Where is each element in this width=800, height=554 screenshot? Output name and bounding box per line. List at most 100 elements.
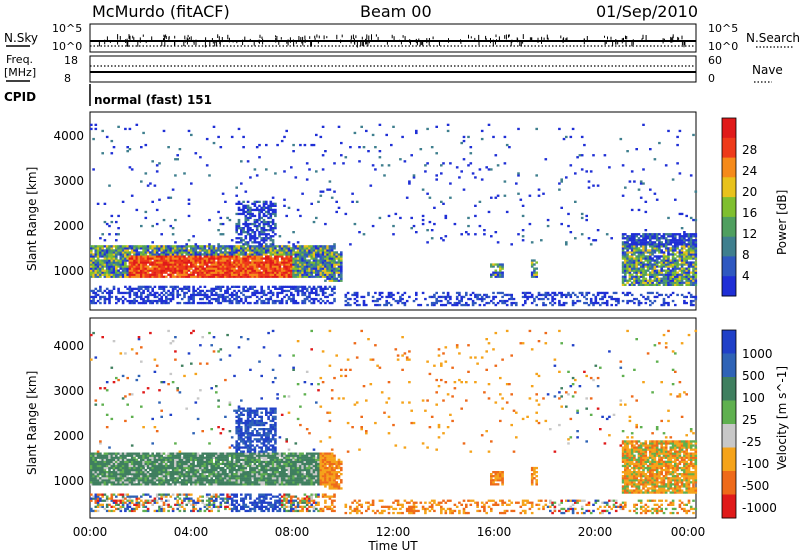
heatmap-cell bbox=[99, 473, 102, 476]
heatmap-cell bbox=[326, 251, 329, 254]
heatmap-cell bbox=[485, 301, 488, 305]
heatmap-cell bbox=[253, 265, 257, 268]
heatmap-cell bbox=[319, 194, 323, 197]
heatmap-cell bbox=[226, 261, 229, 264]
heatmap-cell bbox=[437, 299, 441, 303]
heatmap-cell bbox=[103, 249, 107, 252]
heatmap-cell bbox=[287, 285, 291, 288]
heatmap-cell bbox=[608, 166, 611, 169]
heatmap-cell bbox=[124, 395, 127, 398]
heatmap-cell bbox=[603, 154, 607, 157]
heatmap-cell bbox=[174, 275, 177, 278]
heatmap-cell bbox=[492, 273, 495, 276]
heatmap-cell bbox=[151, 241, 154, 244]
heatmap-cell bbox=[249, 263, 252, 266]
heatmap-cell bbox=[296, 247, 300, 250]
heatmap-cell bbox=[392, 297, 395, 301]
heatmap-cell bbox=[628, 239, 632, 242]
heatmap-cell bbox=[580, 233, 584, 236]
heatmap-cell bbox=[115, 460, 118, 463]
heatmap-cell bbox=[146, 269, 150, 272]
heatmap-cell bbox=[614, 291, 618, 295]
heatmap-cell bbox=[576, 299, 579, 303]
heatmap-cell bbox=[303, 245, 307, 248]
heatmap-cell bbox=[203, 255, 207, 258]
heatmap-cell bbox=[262, 227, 266, 230]
heatmap-cell bbox=[110, 245, 114, 248]
heatmap-cell bbox=[151, 301, 154, 305]
heatmap-cell bbox=[121, 271, 125, 274]
heatmap-cell bbox=[694, 251, 698, 254]
heatmap-cell bbox=[262, 237, 266, 240]
heatmap-cell bbox=[524, 301, 527, 305]
heatmap-cell bbox=[635, 281, 638, 284]
heatmap-cell bbox=[330, 263, 334, 266]
heatmap-cell bbox=[178, 249, 182, 252]
heatmap-cell bbox=[562, 137, 566, 141]
heatmap-cell bbox=[140, 297, 143, 301]
heatmap-cell bbox=[94, 497, 98, 500]
heatmap-cell bbox=[92, 271, 95, 274]
heatmap-cell bbox=[333, 267, 336, 270]
heatmap-cell bbox=[96, 267, 100, 270]
heatmap-cell bbox=[644, 273, 648, 276]
heatmap-cell bbox=[121, 477, 125, 480]
heatmap-cell bbox=[283, 135, 286, 139]
heatmap-cell bbox=[240, 231, 243, 234]
heatmap-cell bbox=[249, 271, 252, 274]
heatmap-cell bbox=[462, 188, 466, 191]
heatmap-cell bbox=[658, 265, 661, 268]
heatmap-cell bbox=[508, 297, 511, 301]
heatmap-cell bbox=[644, 277, 648, 280]
heatmap-cell bbox=[426, 303, 429, 307]
heatmap-cell bbox=[92, 255, 95, 258]
heatmap-cell bbox=[255, 249, 259, 252]
heatmap-cell bbox=[121, 269, 125, 272]
heatmap-cell bbox=[476, 293, 479, 297]
heatmap-cell bbox=[344, 303, 348, 307]
heatmap-cell bbox=[253, 263, 257, 266]
heatmap-cell bbox=[112, 509, 116, 513]
heatmap-cell bbox=[101, 245, 104, 248]
heatmap-cell bbox=[651, 257, 654, 260]
heatmap-cell bbox=[560, 178, 563, 181]
heatmap-cell bbox=[683, 271, 686, 274]
heatmap-cell bbox=[649, 188, 652, 191]
heatmap-cell bbox=[671, 263, 675, 266]
heatmap-cell bbox=[624, 186, 627, 189]
heatmap-cell bbox=[142, 253, 145, 256]
heatmap-cell bbox=[101, 247, 104, 250]
heatmap-cell bbox=[694, 295, 698, 299]
heatmap-cell bbox=[108, 224, 111, 228]
heatmap-cell bbox=[487, 210, 491, 214]
heatmap-cell bbox=[687, 279, 691, 282]
heatmap-cell bbox=[667, 263, 670, 266]
heatmap-cell bbox=[253, 257, 257, 260]
heatmap-cell bbox=[390, 143, 393, 147]
heatmap-cell bbox=[215, 271, 218, 274]
heatmap-cell bbox=[480, 129, 484, 133]
heatmap-cell bbox=[626, 269, 629, 272]
heatmap-cell bbox=[267, 220, 270, 224]
heatmap-cell bbox=[290, 293, 293, 297]
heatmap-cell bbox=[694, 249, 698, 252]
heatmap-cell bbox=[662, 237, 666, 240]
heatmap-cell bbox=[167, 301, 170, 305]
heatmap-cell bbox=[639, 235, 643, 238]
heatmap-cell bbox=[653, 243, 657, 246]
nsky-tick-low: 10^0 bbox=[52, 40, 82, 53]
heatmap-cell bbox=[205, 255, 209, 258]
heatmap-cell bbox=[385, 301, 388, 305]
heatmap-cell bbox=[639, 273, 643, 276]
heatmap-cell bbox=[115, 259, 118, 262]
heatmap-cell bbox=[692, 251, 695, 254]
heatmap-cell bbox=[237, 224, 241, 228]
heatmap-cell bbox=[201, 289, 204, 293]
heatmap-cell bbox=[258, 249, 261, 252]
heatmap-cell bbox=[121, 263, 125, 266]
heatmap-cell bbox=[176, 261, 179, 264]
heatmap-cell bbox=[126, 477, 129, 480]
heatmap-cell bbox=[637, 269, 641, 272]
heatmap-cell bbox=[203, 249, 207, 252]
heatmap-cell bbox=[240, 233, 243, 236]
